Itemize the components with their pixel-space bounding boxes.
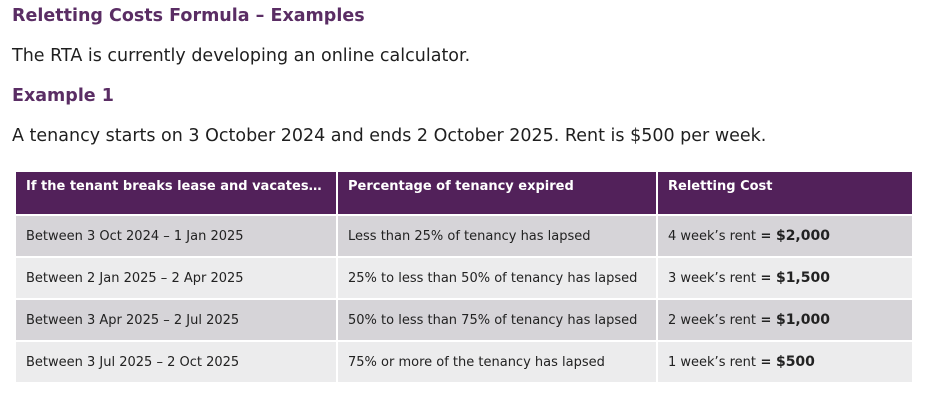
header-reletting-cost: Reletting Cost bbox=[658, 172, 912, 216]
cell-percentage: Less than 25% of tenancy has lapsed bbox=[338, 216, 658, 258]
cell-percentage: 25% to less than 50% of tenancy has laps… bbox=[338, 258, 658, 300]
cost-amount: $2,000 bbox=[775, 228, 830, 244]
table-header-row: If the tenant breaks lease and vacates… … bbox=[16, 172, 912, 216]
cost-amount: $500 bbox=[775, 354, 815, 370]
cost-amount: $1,000 bbox=[775, 312, 830, 328]
cell-percentage: 75% or more of the tenancy has lapsed bbox=[338, 342, 658, 384]
table-row: Between 3 Jul 2025 – 2 Oct 2025 75% or m… bbox=[16, 342, 912, 384]
header-percentage-expired: Percentage of tenancy expired bbox=[338, 172, 658, 216]
cost-equals: = bbox=[756, 271, 776, 286]
cell-period: Between 3 Apr 2025 – 2 Jul 2025 bbox=[16, 300, 338, 342]
cell-cost: 4 week’s rent = $2,000 bbox=[658, 216, 912, 258]
table-row: Between 2 Jan 2025 – 2 Apr 2025 25% to l… bbox=[16, 258, 912, 300]
table-row: Between 3 Oct 2024 – 1 Jan 2025 Less tha… bbox=[16, 216, 912, 258]
table-row: Between 3 Apr 2025 – 2 Jul 2025 50% to l… bbox=[16, 300, 912, 342]
cost-amount: $1,500 bbox=[775, 270, 830, 286]
cost-rent: 1 week’s rent bbox=[668, 355, 756, 370]
header-vacate-period: If the tenant breaks lease and vacates… bbox=[16, 172, 338, 216]
cost-equals: = bbox=[756, 313, 776, 328]
cell-period: Between 3 Jul 2025 – 2 Oct 2025 bbox=[16, 342, 338, 384]
intro-paragraph: The RTA is currently developing an onlin… bbox=[12, 46, 471, 66]
cell-period: Between 2 Jan 2025 – 2 Apr 2025 bbox=[16, 258, 338, 300]
cost-equals: = bbox=[756, 355, 776, 370]
cell-period: Between 3 Oct 2024 – 1 Jan 2025 bbox=[16, 216, 338, 258]
page-title: Reletting Costs Formula – Examples bbox=[12, 6, 365, 26]
cost-rent: 4 week’s rent bbox=[668, 229, 756, 244]
cell-cost: 2 week’s rent = $1,000 bbox=[658, 300, 912, 342]
cost-rent: 3 week’s rent bbox=[668, 271, 756, 286]
cell-percentage: 50% to less than 75% of tenancy has laps… bbox=[338, 300, 658, 342]
tenancy-paragraph: A tenancy starts on 3 October 2024 and e… bbox=[12, 126, 767, 146]
cost-equals: = bbox=[756, 229, 776, 244]
cost-rent: 2 week’s rent bbox=[668, 313, 756, 328]
cell-cost: 1 week’s rent = $500 bbox=[658, 342, 912, 384]
cell-cost: 3 week’s rent = $1,500 bbox=[658, 258, 912, 300]
reletting-cost-table: If the tenant breaks lease and vacates… … bbox=[16, 172, 912, 384]
example-heading: Example 1 bbox=[12, 86, 114, 106]
